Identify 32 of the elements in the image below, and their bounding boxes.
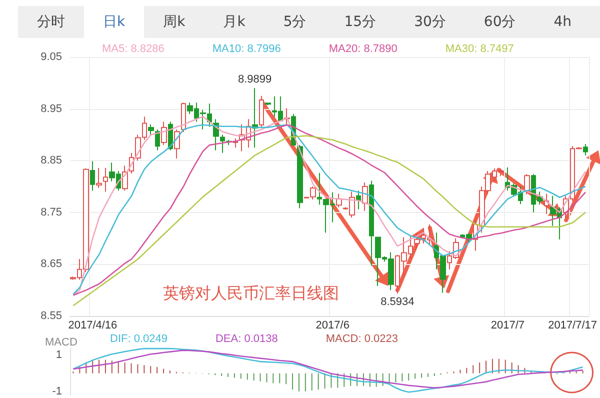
text: 月k <box>222 13 246 32</box>
text: 15分 <box>343 13 378 32</box>
series-label: DIF: 0.0249 <box>110 333 168 345</box>
text: 日k <box>84 6 144 38</box>
y-tick-label: 8.85 <box>40 154 62 167</box>
text: 分时 <box>36 13 66 32</box>
chart-title: MACD <box>45 336 78 348</box>
y-tick-label: 8.75 <box>40 206 62 218</box>
text: MA5: 8.8286 <box>102 43 164 55</box>
y-tick-label: 8.65 <box>40 258 62 270</box>
x-tick-label: 2017/7 <box>490 320 525 332</box>
text: 4h <box>552 13 573 32</box>
series-label: DEA: 0.0138 <box>215 333 278 345</box>
text: 周k <box>162 13 186 32</box>
text: 30分 <box>413 13 447 32</box>
text: MA10: 8.7996 <box>212 43 281 55</box>
text: 5分 <box>282 13 308 32</box>
text: MACD: 0.0223 <box>326 333 398 345</box>
text: 英镑对人民币汇率日线图 <box>163 284 339 302</box>
annotation: 8.5934 <box>380 296 414 308</box>
text: MA20: 8.7890 <box>328 43 398 55</box>
y-tick-label: 8.55 <box>40 310 62 322</box>
text: 60分 <box>482 13 517 32</box>
text: MA30: 8.7497 <box>445 43 514 55</box>
y-tick-label: 8.95 <box>40 102 62 115</box>
y-tick-label: 1 <box>56 349 62 362</box>
x-tick-label: 2017/6 <box>316 320 350 332</box>
x-tick-label: 2017/4/16 <box>68 320 118 332</box>
y-tick-label: -1 <box>52 385 62 398</box>
annotation: 8.9899 <box>238 74 272 86</box>
x-tick-label: 2017/7/17 <box>548 320 598 332</box>
y-tick-label: 9.05 <box>40 51 62 63</box>
